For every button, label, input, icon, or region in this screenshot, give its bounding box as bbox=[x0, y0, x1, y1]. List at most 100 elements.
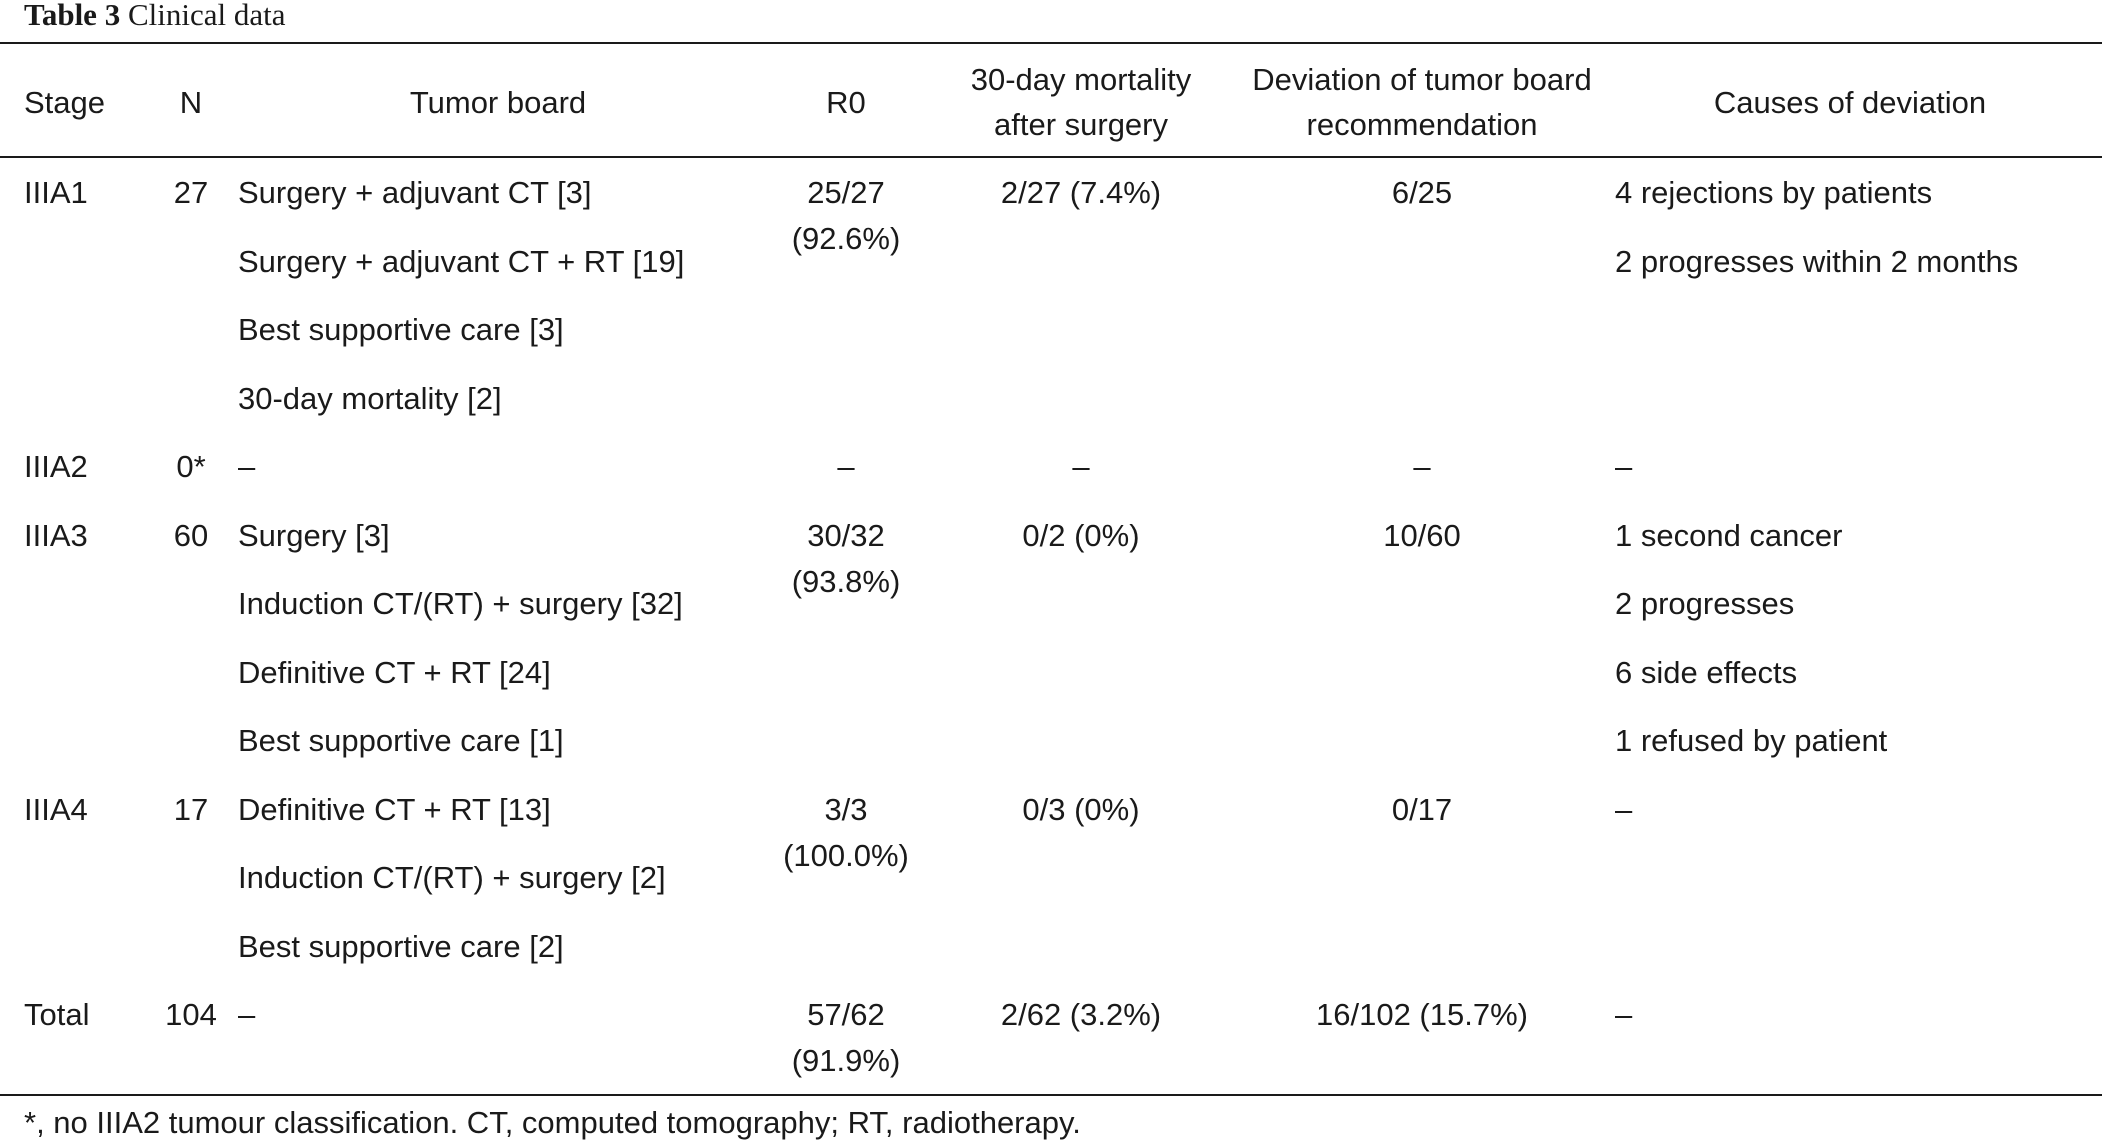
cell-r0-line: (91.9%) bbox=[791, 1043, 901, 1078]
cell-stage: IIIA4 bbox=[24, 787, 174, 856]
cell-r0-line: – bbox=[837, 449, 855, 484]
header-mortality: 30-day mortality after surgery bbox=[940, 54, 1222, 150]
cell-r0-line: 25/27 bbox=[807, 175, 885, 210]
cell-causes-line: 1 refused by patient bbox=[1615, 723, 1888, 758]
header-mortality-line2: after surgery bbox=[993, 107, 1168, 142]
cell-n-line: 0* bbox=[176, 449, 206, 484]
header-deviation: Deviation of tumor board recommendation bbox=[1222, 54, 1622, 150]
table-row: IIIA2 0* – – – – – bbox=[0, 444, 2102, 513]
cell-r0-line: (100.0%) bbox=[783, 837, 909, 873]
cell-n-line: 17 bbox=[173, 791, 209, 827]
cell-r0-line: 30/32 bbox=[807, 517, 885, 553]
header-deviation-line1: Deviation of tumor board bbox=[1252, 62, 1592, 97]
cell-deviation: 10/60 bbox=[1222, 513, 1622, 582]
cell-deviation-line: 16/102 (15.7%) bbox=[1316, 997, 1528, 1032]
cell-r0-line: (92.6%) bbox=[791, 221, 901, 256]
cell-deviation-line: 10/60 bbox=[1383, 517, 1461, 553]
header-stage: Stage bbox=[24, 84, 106, 120]
cell-deviation: – bbox=[1222, 444, 1622, 513]
top-rule bbox=[0, 42, 2102, 44]
cell-mortality-line: 0/3 (0%) bbox=[1022, 791, 1140, 827]
header-tumor-board: Tumor board bbox=[409, 84, 587, 120]
cell-stage: IIIA3 bbox=[24, 513, 174, 582]
cell-tumor-board-line: Induction CT/(RT) + surgery [2] bbox=[238, 860, 666, 895]
cell-r0-line: 3/3 bbox=[824, 791, 868, 827]
cell-causes: – bbox=[1615, 444, 2095, 513]
cell-n-line: 27 bbox=[173, 175, 209, 210]
cell-mortality: 0/2 (0%) bbox=[940, 513, 1222, 582]
cell-causes-line: 1 second cancer bbox=[1615, 517, 1843, 553]
cell-deviation: 16/102 (15.7%) bbox=[1222, 992, 1622, 1061]
cell-causes: – bbox=[1615, 787, 2095, 856]
cell-r0: 30/32 (93.8%) bbox=[760, 513, 932, 605]
header-n: N bbox=[179, 84, 203, 120]
header-r0: R0 bbox=[826, 84, 866, 120]
cell-mortality-line: 2/27 (7.4%) bbox=[1000, 175, 1162, 210]
cell-causes-line: – bbox=[1615, 997, 1633, 1032]
table-caption: Table 3 Clinical data bbox=[24, 0, 285, 36]
cell-n: 17 bbox=[160, 787, 222, 856]
cell-tumor-board-line: 30-day mortality [2] bbox=[238, 380, 502, 416]
cell-r0-line: (93.8%) bbox=[791, 563, 901, 599]
cell-tumor-board: Definitive CT + RT [13] Induction CT/(RT)… bbox=[238, 787, 758, 993]
cell-tumor-board-line: Definitive CT + RT [24] bbox=[238, 654, 551, 690]
cell-stage-line: IIIA1 bbox=[24, 175, 88, 210]
cell-mortality-line: – bbox=[1072, 449, 1090, 484]
cell-causes-line: 2 progresses within 2 months bbox=[1615, 243, 2019, 279]
cell-deviation: 6/25 bbox=[1222, 170, 1622, 239]
header-deviation-line2: recommendation bbox=[1306, 107, 1538, 142]
cell-n: 104 bbox=[160, 992, 222, 1061]
cell-stage: IIIA1 bbox=[24, 170, 174, 239]
cell-stage-line: IIIA2 bbox=[24, 449, 88, 484]
cell-n: 27 bbox=[160, 170, 222, 239]
table-footnote: *, no IIIA2 tumour classification. CT, c… bbox=[24, 1105, 1081, 1140]
cell-tumor-board: Surgery [3] Induction CT/(RT) + surgery [… bbox=[238, 513, 758, 787]
cell-tumor-board-line: – bbox=[238, 997, 256, 1032]
caption-title: Clinical data bbox=[127, 0, 286, 32]
cell-causes: – bbox=[1615, 992, 2095, 1061]
cell-stage-line: IIIA4 bbox=[24, 791, 88, 827]
cell-causes-line: 2 progresses bbox=[1615, 586, 1795, 621]
cell-tumor-board-line: Surgery + adjuvant CT [3] bbox=[238, 175, 592, 210]
cell-mortality: 2/62 (3.2%) bbox=[940, 992, 1222, 1061]
cell-stage-line: Total bbox=[24, 997, 90, 1032]
cell-tumor-board: – bbox=[238, 444, 758, 513]
cell-deviation-line: 0/17 bbox=[1391, 791, 1453, 827]
cell-causes-line: 4 rejections by patients bbox=[1615, 175, 1933, 210]
cell-deviation-line: – bbox=[1413, 449, 1431, 484]
cell-causes-line: 6 side effects bbox=[1615, 654, 1798, 690]
cell-tumor-board-line: Best supportive care [2] bbox=[238, 928, 564, 964]
cell-tumor-board: – bbox=[238, 992, 758, 1061]
bottom-rule bbox=[0, 1094, 2102, 1096]
cell-mortality: 0/3 (0%) bbox=[940, 787, 1222, 856]
table-row: IIIA4 17 Definitive CT + RT [13] Induction … bbox=[0, 787, 2102, 993]
cell-stage: IIIA2 bbox=[24, 444, 174, 513]
cell-tumor-board-line: Surgery [3] bbox=[238, 517, 390, 553]
cell-deviation-line: 6/25 bbox=[1391, 175, 1453, 210]
table-row: Total 104–57/62 (91.9%) 2/62 (3.2%) 16/102 (… bbox=[0, 992, 2102, 1078]
caption-label: Table 3 bbox=[24, 0, 121, 32]
cell-n-line: 60 bbox=[173, 517, 209, 553]
cell-mortality: 2/27 (7.4%) bbox=[940, 170, 1222, 239]
cell-tumor-board-line: Definitive CT + RT [13] bbox=[238, 791, 551, 827]
table-header: Stage N Tumor board R0 30-day mortality … bbox=[0, 54, 2102, 150]
cell-causes: 1 second cancer 2 progresses 6 side effect… bbox=[1615, 513, 2095, 787]
cell-tumor-board-line: – bbox=[238, 449, 256, 484]
cell-r0: 25/27 (92.6%) bbox=[760, 170, 932, 262]
cell-r0: 57/62 (91.9%) bbox=[760, 992, 932, 1084]
cell-mortality-line: 0/2 (0%) bbox=[1022, 517, 1140, 553]
cell-mortality: – bbox=[940, 444, 1222, 513]
table-row: IIIA1 27 Surgery + adjuvant CT [3] Surgery … bbox=[0, 170, 2102, 444]
table-row: IIIA3 60 Surgery [3] Induction CT/(RT) + su… bbox=[0, 513, 2102, 787]
header-causes: Causes of deviation bbox=[1713, 84, 1987, 120]
cell-r0: 3/3 (100.0%) bbox=[760, 787, 932, 879]
cell-n: 60 bbox=[160, 513, 222, 582]
cell-mortality-line: 2/62 (3.2%) bbox=[1000, 997, 1162, 1032]
cell-deviation: 0/17 bbox=[1222, 787, 1622, 856]
header-rule bbox=[0, 156, 2102, 158]
cell-stage: Total bbox=[24, 992, 174, 1061]
header-mortality-line1: 30-day mortality bbox=[970, 62, 1192, 97]
cell-causes: 4 rejections by patients 2 progresses wit… bbox=[1615, 170, 2095, 307]
cell-stage-line: IIIA3 bbox=[24, 517, 88, 553]
cell-n: 0* bbox=[160, 444, 222, 513]
